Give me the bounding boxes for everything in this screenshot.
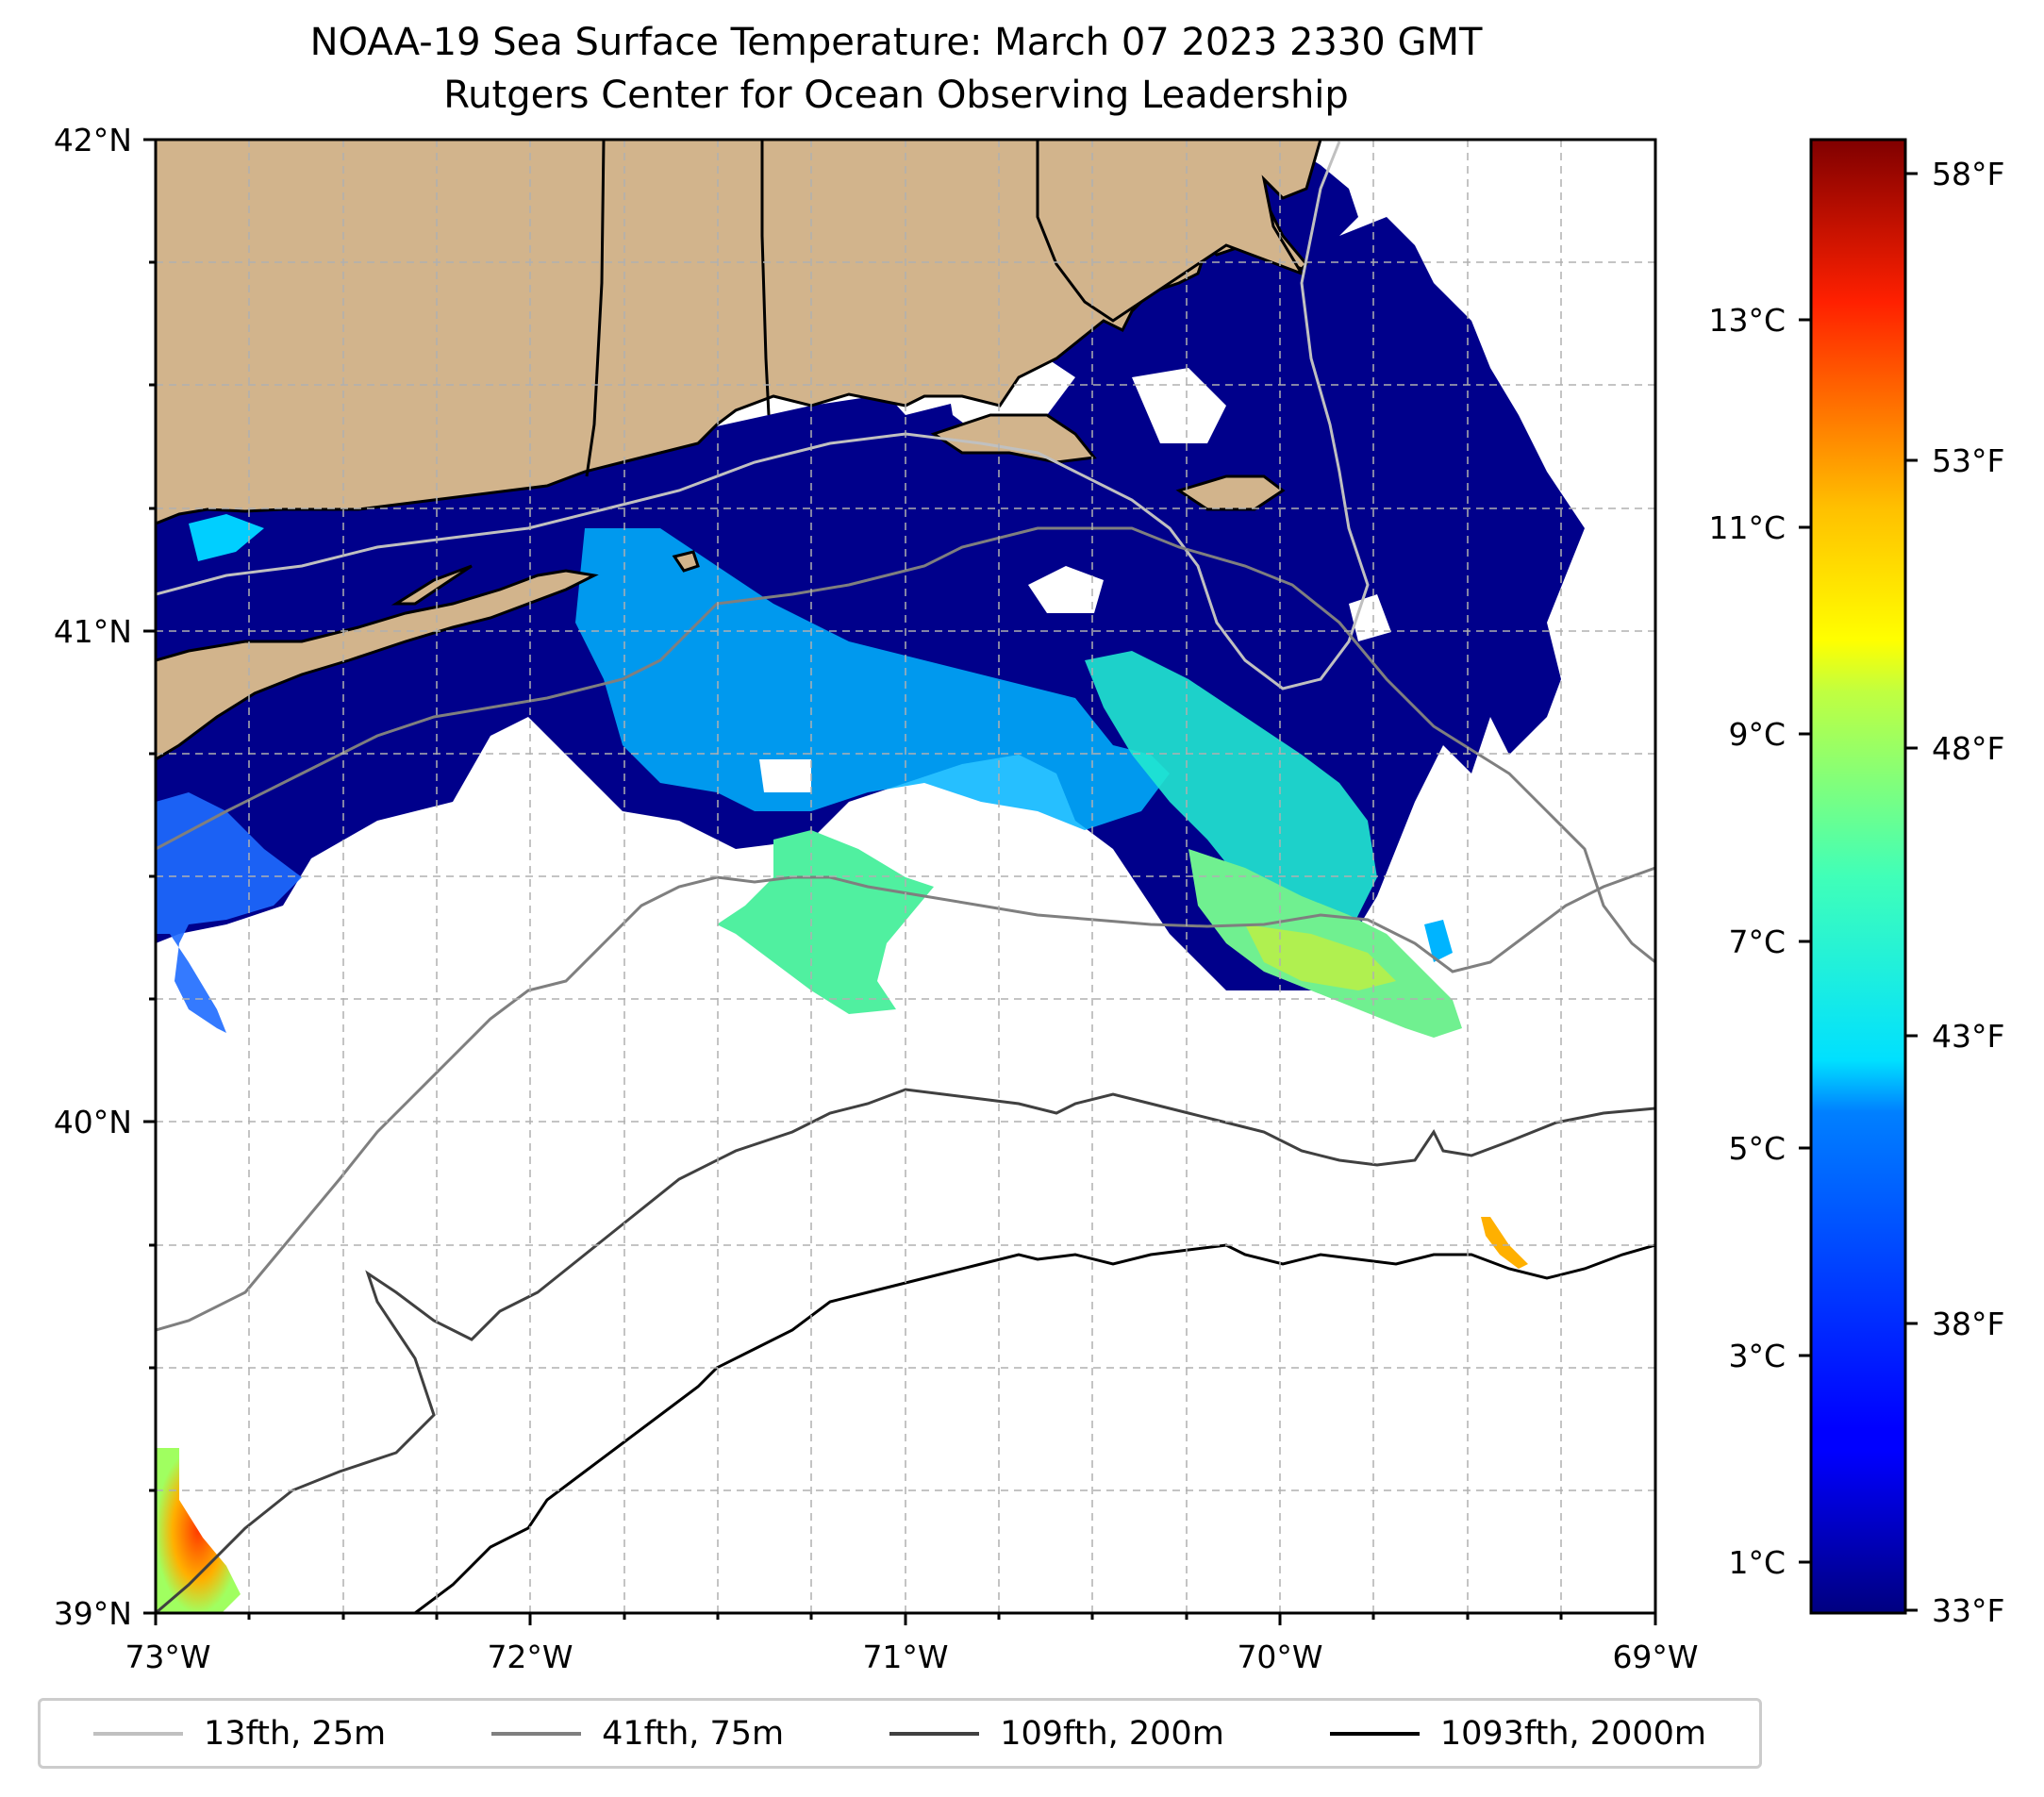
state-border-ct-ri xyxy=(760,140,771,416)
land-connecticut-ri-ma xyxy=(156,140,1322,525)
colorbar-fahrenheit-ticks xyxy=(1905,172,1918,1612)
sst-map-figure: 42°N 41°N 40°N 39°N 73°W 72°W 71°W 70°W … xyxy=(54,122,2005,1675)
contour-75m xyxy=(156,526,1655,964)
sst-cyan-tongue-east xyxy=(1085,651,1377,962)
colorbar-tick-5c: 5°C xyxy=(1728,1130,1786,1167)
lon-tick-71w: 71°W xyxy=(862,1639,948,1675)
land-cape-cod xyxy=(1036,140,1322,323)
cloud-gap-4 xyxy=(1132,368,1226,443)
land-nantucket xyxy=(1175,474,1286,511)
colorbar-tick-58f: 58°F xyxy=(1932,156,2004,192)
sst-green-core-east xyxy=(1245,924,1396,990)
legend-line-2000m xyxy=(1329,1731,1420,1736)
legend-line-25m xyxy=(93,1731,184,1736)
lat-tick-39n: 39°N xyxy=(54,1595,132,1632)
colorbar-celsius-ticks xyxy=(1799,318,1811,1564)
contour-25m xyxy=(156,141,1370,691)
map-title-line2: Rutgers Center for Ocean Observing Leade… xyxy=(443,74,1349,117)
legend-line-200m xyxy=(889,1731,980,1736)
legend-item-75m: 41fth, 75m xyxy=(491,1715,784,1753)
land-marthas-vineyard xyxy=(930,413,1097,464)
map-title-line1: NOAA-19 Sea Surface Temperature: March 0… xyxy=(309,21,1483,64)
contour-legend: 13fth, 25m 41fth, 75m 109fth, 200m 1093f… xyxy=(38,1698,1762,1769)
colorbar-tick-7c: 7°C xyxy=(1728,923,1786,960)
colorbar-tick-9c: 9°C xyxy=(1728,716,1786,753)
contour-200m xyxy=(156,1088,1655,1613)
sst-warm-patch-southwest xyxy=(156,1448,241,1613)
legend-label-200m: 109fth, 200m xyxy=(1000,1714,1224,1753)
lat-tick-40n: 40°N xyxy=(54,1104,132,1140)
lat-tick-41n: 41°N xyxy=(54,613,132,650)
sst-warm-patch-southeast xyxy=(1481,1217,1528,1269)
land-block-island xyxy=(672,550,700,573)
colorbar xyxy=(1809,138,1907,1615)
cloud-gap-5 xyxy=(759,759,811,792)
land-long-island-north-fork xyxy=(391,564,473,606)
lon-axis xyxy=(154,1613,1657,1625)
land-long-island xyxy=(156,569,599,761)
colorbar-tick-38f: 38°F xyxy=(1932,1306,2004,1342)
lat-tick-42n: 42°N xyxy=(54,122,132,158)
legend-item-2000m: 1093fth, 2000m xyxy=(1329,1714,1706,1753)
legend-item-200m: 109fth, 200m xyxy=(889,1715,1224,1753)
colorbar-tick-13c: 13°C xyxy=(1708,302,1786,339)
sst-green-plume-central xyxy=(717,830,934,1014)
colorbar-tick-53f: 53°F xyxy=(1932,442,2004,479)
lon-tick-73w: 73°W xyxy=(125,1639,210,1675)
contour-75m-shelf xyxy=(156,866,1655,1332)
state-border-ny-ct xyxy=(585,140,606,477)
colorbar-tick-11c: 11°C xyxy=(1708,509,1786,546)
colorbar-tick-43f: 43°F xyxy=(1932,1018,2004,1055)
map-area xyxy=(156,140,1655,1613)
sst-cyan-tongue-west xyxy=(189,514,264,561)
legend-label-25m: 13fth, 25m xyxy=(204,1714,387,1753)
colorbar-tick-1c: 1°C xyxy=(1728,1544,1786,1581)
contour-2000m xyxy=(414,1243,1655,1613)
legend-item-25m: 13fth, 25m xyxy=(93,1715,386,1753)
colorbar-tick-33f: 33°F xyxy=(1932,1592,2004,1629)
colorbar-tick-48f: 48°F xyxy=(1932,730,2004,767)
cloud-gap-1 xyxy=(1028,566,1104,613)
lon-tick-69w: 69°W xyxy=(1612,1639,1698,1675)
lat-axis xyxy=(143,138,156,1615)
lon-tick-72w: 72°W xyxy=(487,1639,573,1675)
legend-line-75m xyxy=(491,1731,582,1736)
lon-tick-70w: 70°W xyxy=(1237,1639,1322,1675)
sst-blue-patch-west xyxy=(156,792,302,1033)
legend-label-75m: 41fth, 75m xyxy=(602,1714,785,1753)
sst-cyan-spot-east xyxy=(1424,920,1453,962)
colorbar-tick-3c: 3°C xyxy=(1728,1338,1786,1374)
legend-label-2000m: 1093fth, 2000m xyxy=(1439,1714,1706,1753)
